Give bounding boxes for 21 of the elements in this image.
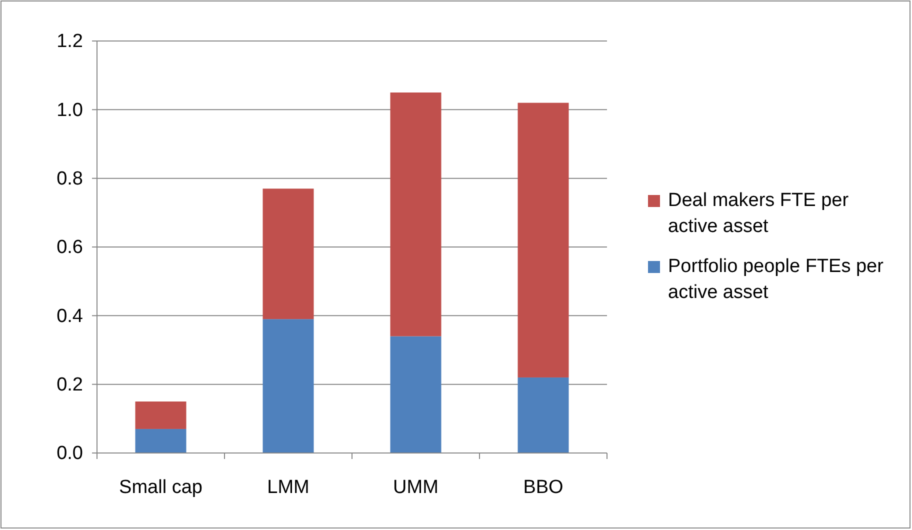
- y-tick-label: 1.0: [56, 100, 83, 121]
- x-tick-label: Small cap: [119, 477, 202, 498]
- y-tick-label: 0.6: [56, 237, 83, 258]
- y-tick-label: 0.4: [56, 306, 84, 327]
- bar: [518, 377, 569, 453]
- x-tick-label: UMM: [393, 477, 438, 498]
- legend-label: Deal makers FTE per active asset: [668, 189, 850, 239]
- bar: [518, 102, 569, 378]
- bar: [262, 188, 314, 320]
- bar: [390, 92, 442, 336]
- bar: [262, 319, 314, 453]
- y-tick-label: 0.2: [56, 374, 83, 396]
- x-tick-label: LMM: [267, 477, 310, 498]
- x-tick-label: BBO: [523, 477, 564, 498]
- y-tick-label: 1.2: [56, 31, 83, 52]
- y-tick-label: 0.8: [56, 168, 83, 190]
- y-tick-label: 0.0: [56, 443, 83, 464]
- bar: [135, 428, 186, 453]
- legend-label: Portfolio people FTEs per active asset: [668, 255, 884, 305]
- bar: [135, 402, 186, 429]
- bar: [390, 336, 442, 453]
